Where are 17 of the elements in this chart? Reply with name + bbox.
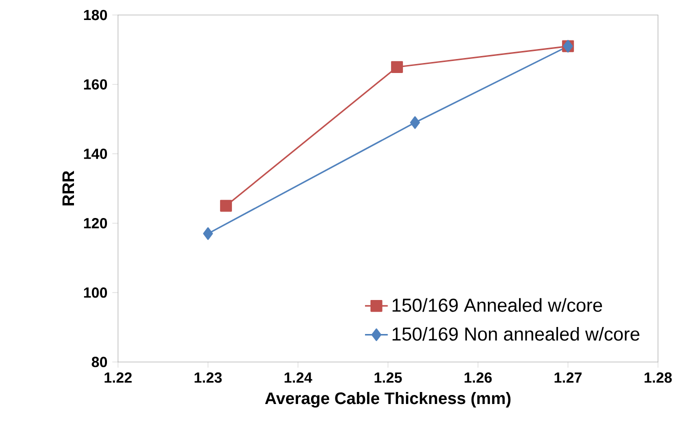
x-tick-label: 1.25 (374, 372, 402, 383)
y-tick-label: 80 (92, 356, 107, 368)
legend-label: 150/169 Annealed w/core (392, 298, 602, 312)
x-tick-label: 1.24 (284, 372, 312, 383)
y-tick-label: 140 (84, 148, 107, 159)
x-tick-label: 1.28 (644, 372, 672, 383)
y-tick-label: 160 (84, 79, 107, 90)
x-tick-label: 1.23 (194, 372, 222, 383)
x-tick-label: 1.26 (464, 372, 492, 383)
y-tick-label: 180 (84, 10, 107, 20)
y-tick-label: 120 (84, 218, 107, 228)
x-tick-label: 1.27 (554, 372, 582, 383)
x-tick-label: 1.22 (104, 372, 132, 383)
y-axis-title: RRR (62, 170, 74, 206)
legend-label: 150/169 Non annealed w/core (392, 326, 640, 341)
y-tick-label: 100 (84, 287, 107, 298)
x-axis-title: Average Cable Thickness (mm) (265, 392, 510, 408)
